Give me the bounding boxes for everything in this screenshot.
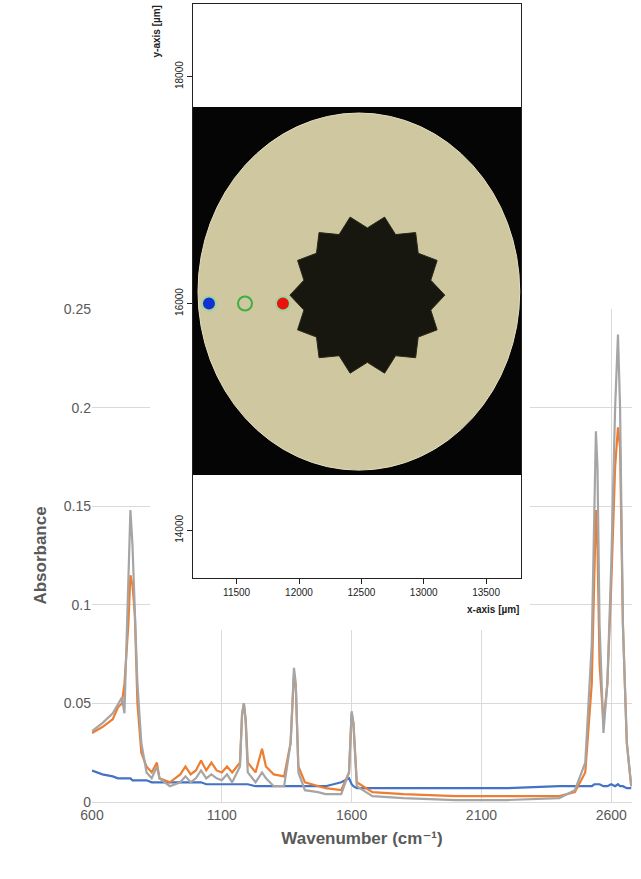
- svg-text:0: 0: [83, 794, 91, 810]
- svg-text:1600: 1600: [336, 807, 367, 823]
- svg-text:0.25: 0.25: [64, 301, 91, 317]
- svg-text:2100: 2100: [466, 807, 497, 823]
- svg-text:13500: 13500: [472, 587, 500, 598]
- svg-text:600: 600: [80, 807, 104, 823]
- svg-text:y-axis [µm]: y-axis [µm]: [151, 5, 162, 57]
- svg-text:12000: 12000: [285, 587, 313, 598]
- svg-text:2600: 2600: [596, 807, 627, 823]
- svg-text:12500: 12500: [347, 587, 375, 598]
- svg-text:1100: 1100: [207, 807, 237, 823]
- svg-text:0.05: 0.05: [64, 695, 91, 711]
- svg-text:14000: 14000: [174, 515, 185, 543]
- svg-text:Absorbance: Absorbance: [31, 506, 50, 604]
- svg-text:Wavenumber (cm⁻¹): Wavenumber (cm⁻¹): [281, 829, 442, 848]
- svg-text:0.1: 0.1: [72, 597, 92, 613]
- svg-text:18000: 18000: [174, 61, 185, 89]
- svg-text:16000: 16000: [174, 288, 185, 316]
- svg-text:11500: 11500: [223, 587, 251, 598]
- svg-text:x-axis [µm]: x-axis [µm]: [467, 604, 519, 615]
- svg-text:13000: 13000: [410, 587, 438, 598]
- svg-text:0.15: 0.15: [64, 498, 91, 514]
- svg-text:0.2: 0.2: [72, 400, 92, 416]
